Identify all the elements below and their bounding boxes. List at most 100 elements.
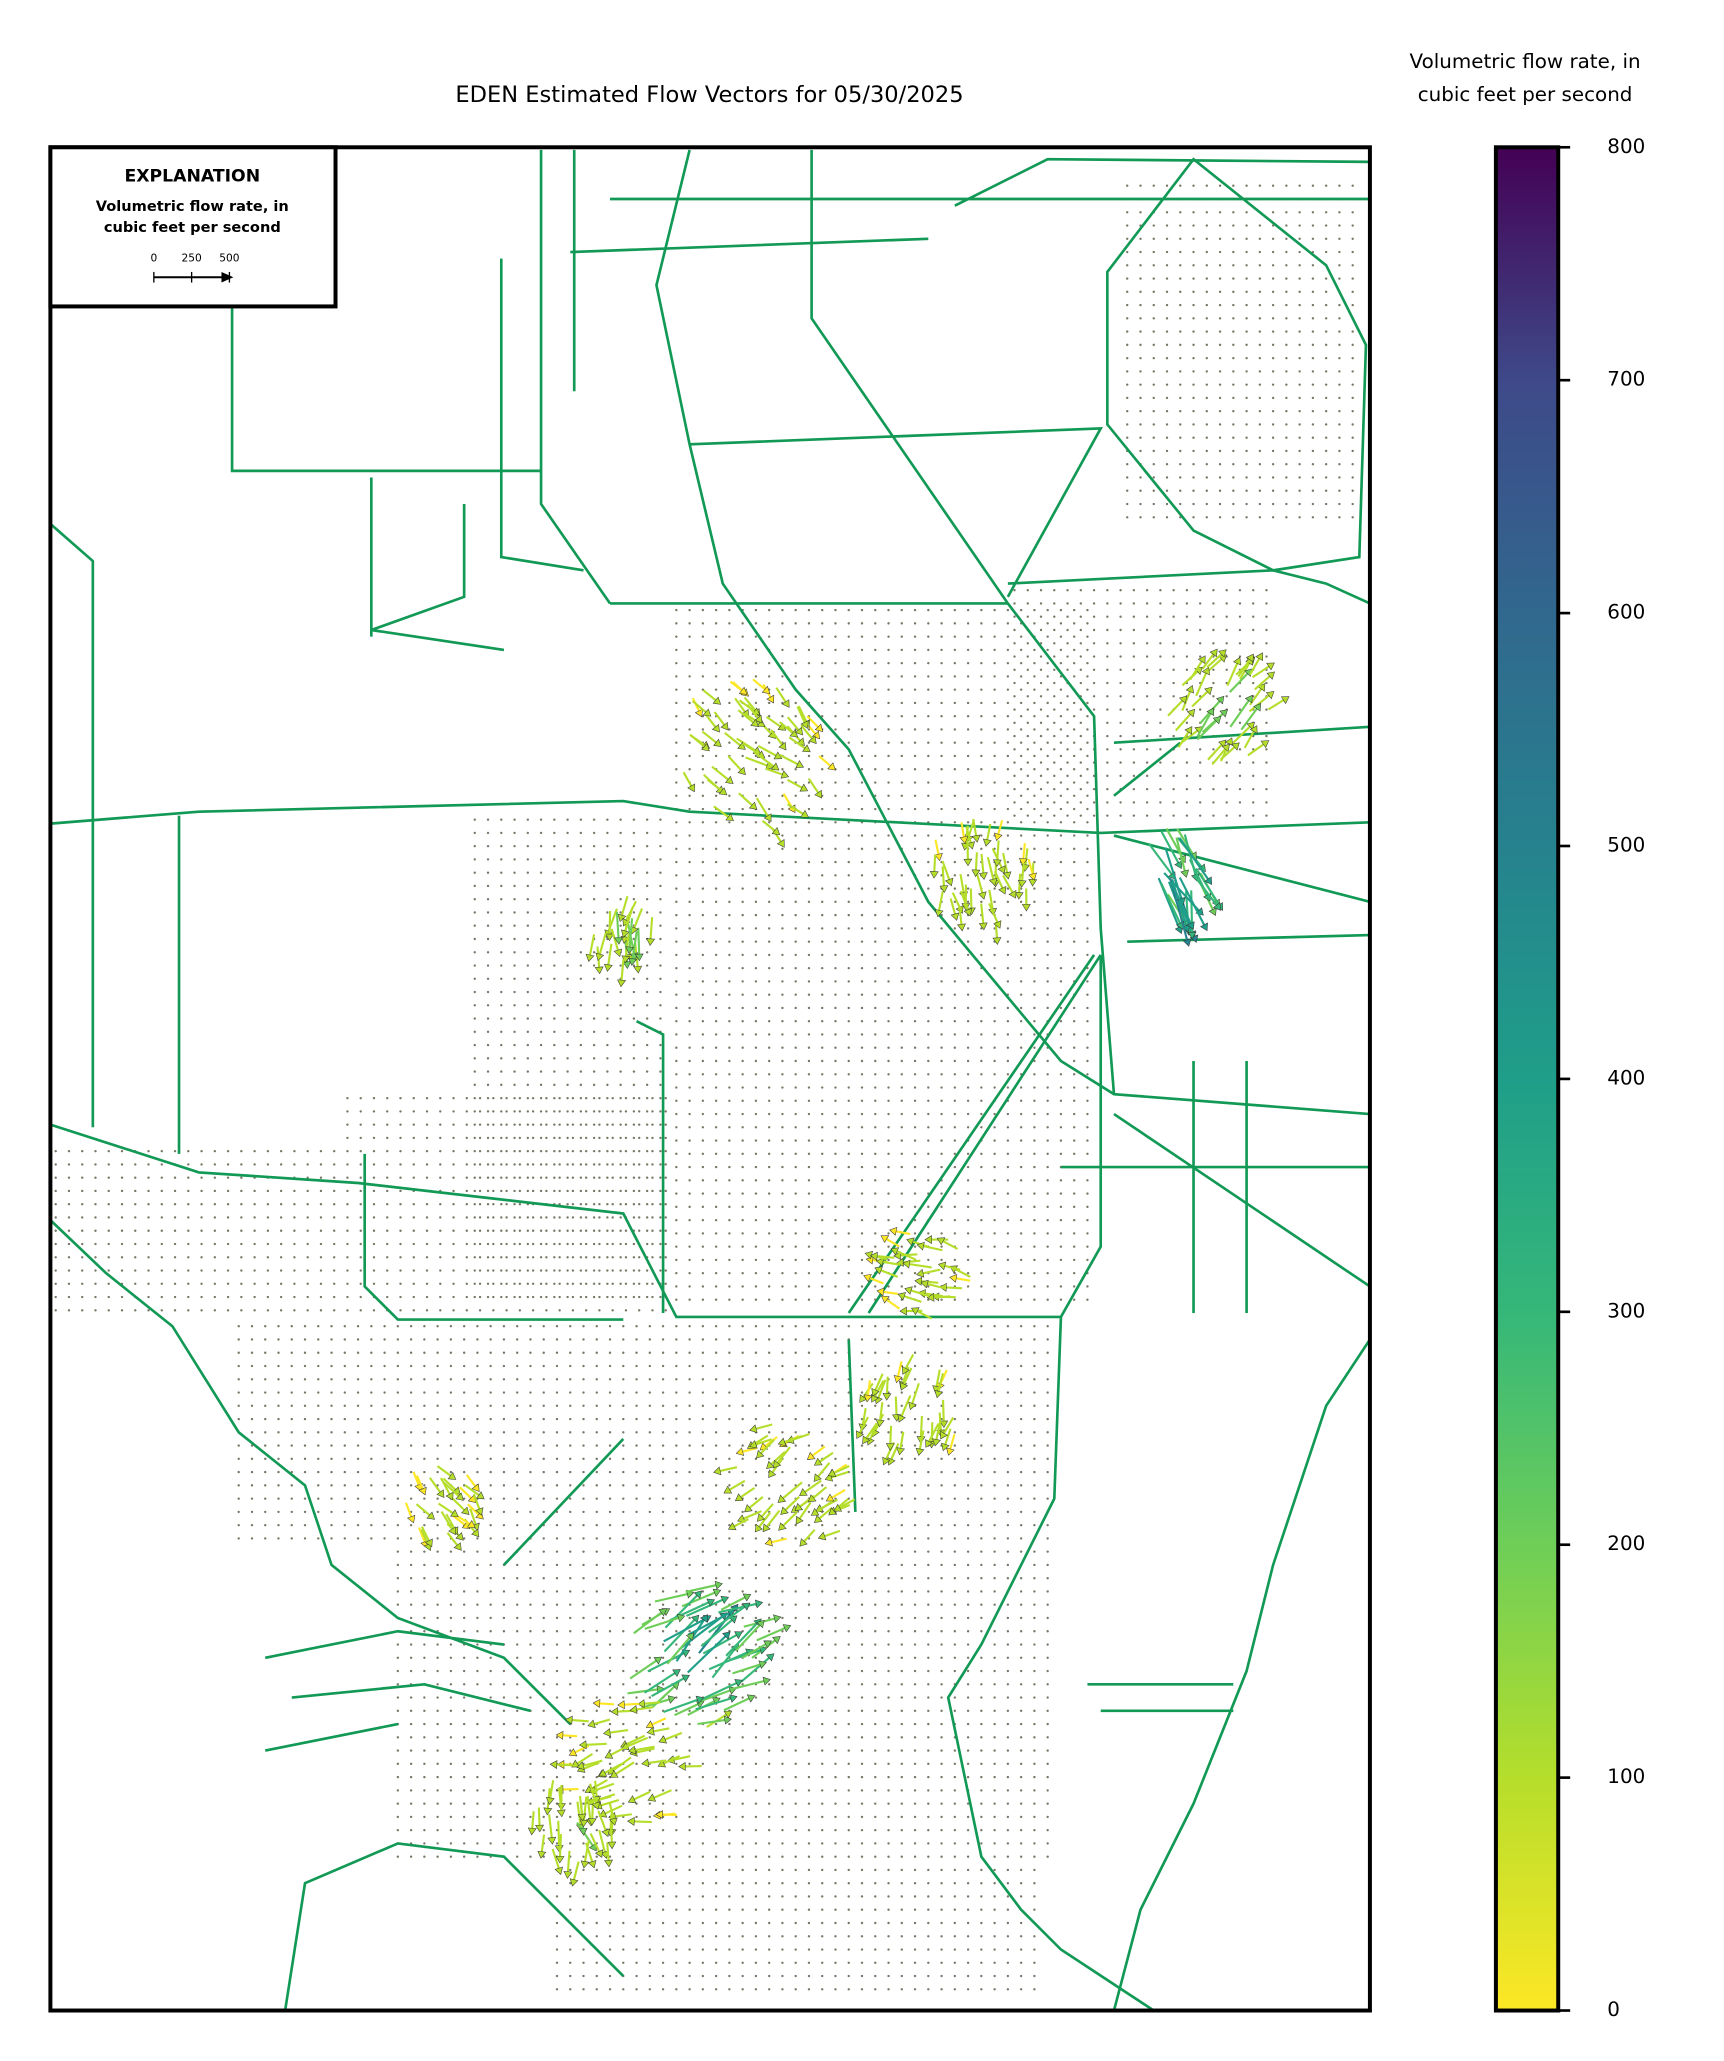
grid-dot (412, 1295, 415, 1299)
grid-dot (632, 1149, 636, 1153)
grid-dot (900, 1775, 903, 1779)
grid-dot (1006, 1630, 1010, 1633)
grid-dot (555, 1722, 559, 1726)
grid-dot (359, 1149, 362, 1153)
grid-dot (847, 874, 850, 877)
grid-dot (213, 1229, 217, 1232)
grid-dot (980, 622, 983, 625)
grid-dot (332, 1149, 336, 1153)
grid-dot (531, 1163, 535, 1166)
grid-dot (913, 1669, 917, 1673)
grid-dot (980, 728, 983, 731)
grid-dot (860, 993, 864, 996)
grid-dot (160, 1309, 163, 1312)
grid-dot (648, 1736, 652, 1739)
grid-dot (701, 1497, 705, 1500)
grid-dot (966, 1470, 970, 1474)
grid-dot (728, 1179, 731, 1182)
grid-dot (293, 1282, 296, 1285)
grid-dot (728, 1417, 731, 1421)
grid-dot (566, 1203, 569, 1206)
grid-dot (624, 1269, 628, 1272)
grid-dot (452, 1295, 455, 1299)
grid-dot (409, 1417, 413, 1421)
grid-dot (794, 821, 797, 824)
grid-dot (860, 900, 864, 904)
grid-dot (688, 1550, 691, 1553)
grid-dot (1033, 1338, 1036, 1341)
grid-dot (592, 1216, 596, 1219)
grid-dot (529, 1643, 532, 1646)
grid-dot (980, 1775, 983, 1779)
grid-dot (860, 1351, 864, 1354)
grid-dot (213, 1189, 217, 1193)
grid-dot (107, 1229, 110, 1232)
grid-dot (953, 1338, 957, 1341)
grid-dot (847, 1179, 850, 1182)
grid-dot (927, 1828, 930, 1832)
grid-dot (688, 1218, 691, 1222)
grid-dot (465, 1269, 468, 1272)
grid-dot (1019, 1099, 1023, 1102)
grid-dot (741, 953, 744, 957)
grid-dot (635, 1470, 638, 1474)
grid-dot (913, 1616, 917, 1620)
grid-dot (953, 1232, 957, 1235)
grid-dot (807, 1563, 811, 1567)
grid-dot (1086, 874, 1089, 877)
grid-dot (555, 1590, 559, 1593)
grid-dot (754, 1643, 758, 1646)
grid-dot (399, 1189, 402, 1193)
grid-dot (688, 1616, 691, 1620)
grid-dot (1033, 1378, 1036, 1381)
grid-dot (412, 1110, 415, 1113)
grid-dot (688, 887, 691, 890)
grid-dot (526, 1070, 530, 1073)
grid-dot (611, 1309, 614, 1312)
grid-dot (539, 884, 543, 888)
grid-dot (1033, 1444, 1036, 1447)
grid-dot (887, 1577, 890, 1580)
grid-dot (436, 1457, 439, 1461)
grid-dot (834, 1285, 837, 1288)
grid-dot (54, 1242, 57, 1246)
grid-dot (821, 1205, 824, 1209)
grid-dot (526, 977, 530, 980)
grid-dot (1046, 860, 1049, 864)
grid-dot (966, 1828, 970, 1832)
grid-dot (266, 1295, 270, 1299)
grid-dot (606, 1057, 609, 1060)
grid-dot (767, 1020, 771, 1023)
grid-dot (675, 1696, 678, 1699)
grid-dot (465, 1136, 468, 1140)
grid-dot (319, 1269, 323, 1272)
grid-dot (714, 940, 718, 943)
grid-dot (539, 1004, 543, 1007)
grid-dot (927, 1431, 930, 1434)
grid-dot (306, 1203, 309, 1206)
grid-dot (980, 953, 983, 957)
grid-dot (821, 1696, 824, 1699)
grid-dot (966, 953, 970, 957)
grid-dot (688, 1470, 691, 1474)
grid-dot (513, 951, 516, 954)
grid-dot (619, 1083, 622, 1087)
grid-dot (887, 953, 890, 957)
grid-dot (675, 1112, 678, 1116)
grid-dot (173, 1149, 177, 1153)
grid-dot (688, 728, 691, 731)
grid-dot (1059, 1046, 1063, 1049)
grid-dot (688, 1537, 691, 1540)
grid-dot (462, 1364, 466, 1368)
grid-dot (608, 1378, 612, 1381)
grid-dot (900, 953, 903, 957)
grid-dot (539, 1269, 543, 1272)
grid-dot (399, 1229, 402, 1232)
grid-dot (436, 1762, 439, 1766)
grid-dot (821, 741, 824, 744)
grid-dot (542, 1404, 545, 1407)
grid-dot (940, 1828, 943, 1832)
grid-dot (821, 847, 824, 851)
grid-dot (502, 1762, 506, 1766)
grid-dot (940, 1656, 943, 1659)
